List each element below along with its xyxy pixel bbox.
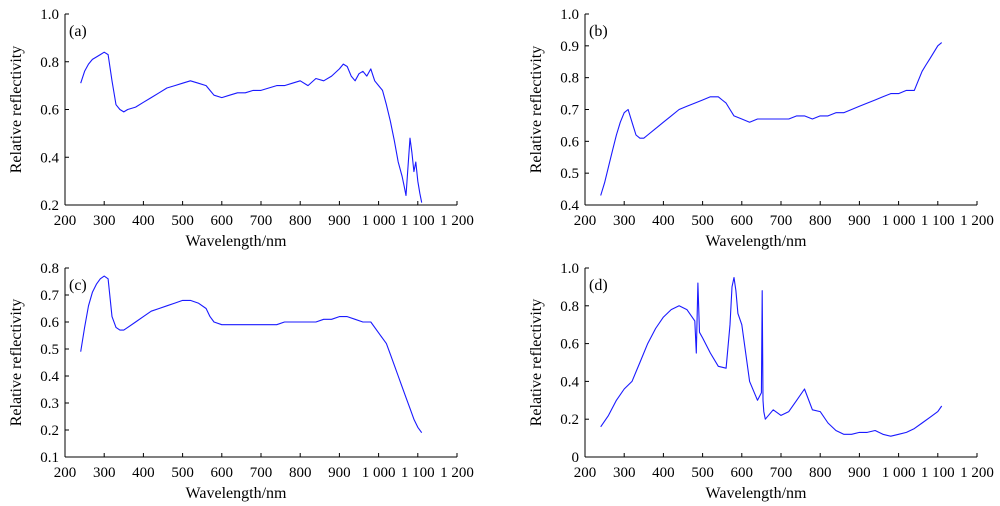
x-tick-label: 800	[289, 465, 312, 481]
x-tick-label: 900	[848, 213, 871, 229]
spectrum-line-2-1	[600, 42, 943, 196]
x-tick-label: 900	[328, 465, 351, 481]
x-tick-label: 1 100	[921, 213, 955, 229]
y-tick-label: 0.4	[40, 369, 59, 385]
x-tick-label: 1 100	[921, 465, 955, 481]
y-tick-label: 0.2	[560, 412, 579, 428]
y-axis-title: Relative reflectivity	[528, 46, 545, 174]
x-tick-label: 300	[93, 213, 116, 229]
y-tick-label: 0.7	[40, 288, 59, 304]
x-axis-title: Wavelength/nm	[706, 485, 807, 502]
x-tick-label: 700	[770, 213, 793, 229]
x-tick-label: 500	[171, 465, 194, 481]
x-tick-label: 700	[250, 465, 273, 481]
y-axis-title: Relative reflectivity	[528, 299, 545, 427]
x-tick-label: 500	[691, 213, 714, 229]
y-tick-label: 0.8	[40, 261, 59, 277]
y-tick-label: 0.8	[560, 71, 579, 87]
y-tick-label: 1.0	[560, 261, 579, 277]
x-tick-label: 300	[613, 213, 636, 229]
x-tick-label: 200	[574, 465, 597, 481]
x-tick-label: 1 000	[362, 213, 396, 229]
y-tick-label: 0.2	[40, 198, 59, 214]
x-tick-label: 1 100	[401, 465, 435, 481]
x-tick-label: 500	[691, 465, 714, 481]
x-tick-label: 500	[171, 213, 194, 229]
y-tick-label: 0.5	[560, 166, 579, 182]
x-tick-label: 1 000	[362, 465, 396, 481]
x-tick-label: 600	[211, 465, 234, 481]
x-tick-label: 200	[574, 213, 597, 229]
x-tick-label: 800	[809, 213, 832, 229]
panel-label: (d)	[589, 277, 608, 294]
panel-label: (b)	[589, 23, 608, 40]
y-tick-label: 0.1	[40, 450, 59, 466]
x-tick-label: 600	[731, 213, 754, 229]
x-tick-label: 200	[54, 465, 77, 481]
x-tick-label: 700	[250, 213, 273, 229]
y-tick-label: 0.8	[560, 299, 579, 315]
x-tick-label: 900	[848, 465, 871, 481]
x-tick-label: 800	[809, 465, 832, 481]
y-tick-label: 1.0	[560, 7, 579, 23]
x-tick-label: 900	[328, 213, 351, 229]
x-tick-label: 1 200	[440, 213, 474, 229]
y-tick-label: 0.6	[560, 337, 579, 353]
y-tick-label: 0.2	[40, 423, 59, 439]
x-tick-label: 200	[54, 213, 77, 229]
x-tick-label: 700	[770, 465, 793, 481]
x-axis-title: Wavelength/nm	[186, 233, 287, 250]
x-tick-label: 300	[93, 465, 116, 481]
x-tick-label: 1 000	[882, 465, 916, 481]
y-axis-title: Relative reflectivity	[8, 46, 25, 174]
y-tick-label: 0.4	[40, 150, 59, 166]
x-tick-label: 1 200	[960, 465, 994, 481]
y-tick-label: 0.7	[560, 103, 579, 119]
panel-label: (a)	[69, 23, 87, 40]
y-tick-label: 0.4	[560, 374, 579, 390]
chart-panel-4: 200 300 400 500 600 700 800 900 1 000 1 100 1 200 0…	[528, 261, 994, 502]
x-axis-title: Wavelength/nm	[706, 233, 807, 250]
x-tick-label: 1 100	[401, 213, 435, 229]
x-tick-label: 300	[613, 465, 636, 481]
x-tick-label: 400	[652, 465, 675, 481]
spectrum-line-4-1	[600, 276, 943, 437]
x-tick-label: 400	[132, 465, 155, 481]
x-axis-title: Wavelength/nm	[186, 485, 287, 502]
spectrum-line-3-1	[80, 275, 423, 434]
y-tick-label: 0.9	[560, 39, 579, 55]
y-axis-title: Relative reflectivity	[8, 299, 25, 427]
y-tick-label: 1.0	[40, 7, 59, 23]
spectrum-line-1-1	[80, 51, 423, 203]
x-tick-label: 800	[289, 213, 312, 229]
chart-panel-3: 200 300 400 500 600 700 800 900 1 000 1 100 1 200 0…	[8, 261, 474, 502]
y-tick-label: 0.6	[40, 103, 59, 119]
y-tick-label: 0.3	[40, 396, 59, 412]
chart-panel-2: 200 300 400 500 600 700 800 900 1 000 1 100 1 200 0…	[528, 7, 994, 250]
x-tick-label: 400	[652, 213, 675, 229]
x-tick-label: 1 200	[440, 465, 474, 481]
x-tick-label: 600	[731, 465, 754, 481]
x-tick-label: 1 000	[882, 213, 916, 229]
y-tick-label: 0.4	[560, 198, 579, 214]
y-tick-label: 0	[572, 450, 580, 466]
y-tick-label: 0.5	[40, 342, 59, 358]
x-tick-label: 600	[211, 213, 234, 229]
x-tick-label: 1 200	[960, 213, 994, 229]
y-tick-label: 0.6	[40, 315, 59, 331]
chart-panel-1: 200 300 400 500 600 700 800 900 1 000 1 100 1 200 0…	[8, 7, 474, 250]
panel-label: (c)	[69, 277, 87, 294]
x-tick-label: 400	[132, 213, 155, 229]
y-tick-label: 0.6	[560, 134, 579, 150]
y-tick-label: 0.8	[40, 55, 59, 71]
